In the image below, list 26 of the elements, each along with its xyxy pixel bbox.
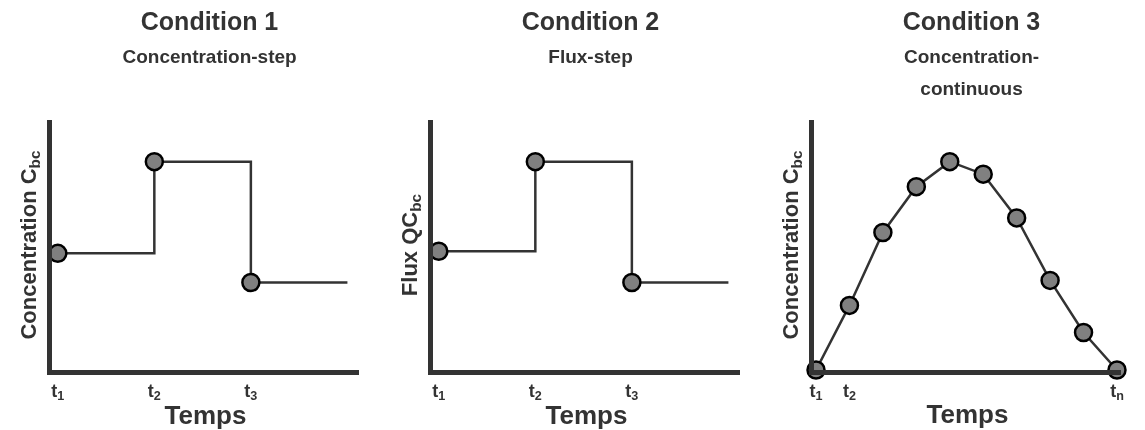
chart-subtitle: Flux-step: [548, 45, 633, 67]
point: [906, 176, 927, 197]
chart-subtitle: Concentration- continuous: [904, 45, 1040, 99]
x-tick-label: t$_{3}$: [625, 380, 639, 404]
point: [839, 295, 860, 316]
x-tick-label: t$_{3}$: [244, 380, 258, 404]
point: [1073, 322, 1094, 343]
x-tick-label: t$_{1}$: [51, 380, 65, 404]
x-tick-label: t$_{2}$: [528, 380, 542, 404]
chart-title: Condition 3: [902, 7, 1041, 35]
x-tick-label: t$_{n}$: [1110, 380, 1124, 404]
point: [1040, 270, 1060, 291]
chart-title: Condition 1: [140, 7, 279, 35]
x-tick-label: t$_{1}$: [432, 380, 446, 404]
point: [940, 151, 960, 172]
point: [1006, 208, 1027, 228]
chart-subtitle: Concentration-step: [122, 45, 297, 67]
x-tick-label: t$_{1}$: [809, 380, 823, 404]
x-axis-title: Temps: [545, 400, 628, 430]
x-tick-label: t$_{2}$: [842, 380, 856, 404]
point: [973, 164, 993, 184]
x-axis-title: Temps: [164, 400, 247, 430]
point: [873, 222, 893, 243]
x-axis-title: Temps: [926, 399, 1009, 430]
x-tick-label: t$_{2}$: [147, 380, 161, 404]
chart-title: Condition 2: [521, 7, 660, 35]
